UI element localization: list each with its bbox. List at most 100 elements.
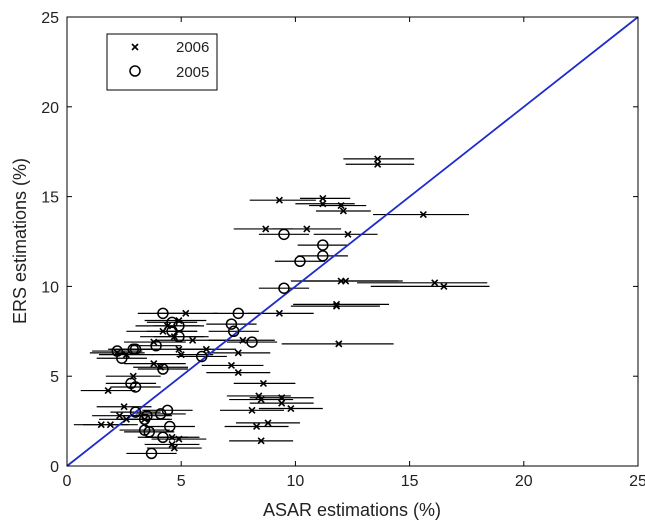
point-2005 — [232, 307, 245, 320]
point-stroke — [106, 421, 114, 429]
point-stroke — [278, 394, 286, 402]
point-stroke — [342, 277, 350, 285]
point-stroke — [262, 225, 270, 233]
point-2006 — [275, 309, 283, 317]
x-tick-label: 5 — [177, 473, 186, 490]
reference-line-1to1 — [66, 16, 639, 467]
point-2006 — [332, 300, 341, 308]
point-stroke — [168, 433, 176, 441]
point-2005 — [278, 228, 290, 241]
point-2006 — [257, 437, 265, 445]
point-stroke — [239, 336, 247, 344]
x-tick-label: 15 — [401, 473, 419, 490]
point-stroke — [419, 210, 427, 219]
point-stroke — [257, 437, 265, 445]
point-stroke — [159, 327, 167, 335]
x-axis-label: ASAR estimations (%) — [263, 500, 441, 520]
point-stroke — [374, 160, 382, 168]
point-2006 — [97, 421, 105, 429]
x-tick-label: 25 — [629, 473, 645, 490]
point-2006 — [248, 406, 256, 414]
point-2006 — [189, 336, 197, 344]
point-2005 — [157, 363, 169, 375]
x-tick-label: 20 — [515, 473, 533, 490]
point-2006 — [342, 277, 350, 285]
point-2005 — [173, 330, 185, 343]
point-2006 — [332, 302, 341, 310]
point-2005 — [138, 413, 151, 426]
point-stroke — [182, 309, 190, 317]
point-stroke — [234, 369, 242, 377]
point-2006 — [278, 399, 286, 407]
point-2005 — [161, 404, 174, 417]
point-2005 — [157, 431, 169, 444]
point-2006 — [374, 155, 382, 163]
point-stroke — [275, 196, 283, 204]
point-2006 — [159, 327, 167, 335]
point-stroke — [264, 419, 272, 427]
point-stroke — [168, 440, 176, 449]
point-2006 — [182, 309, 190, 317]
point-stroke — [332, 300, 341, 308]
point-stroke — [332, 302, 341, 310]
point-stroke — [253, 422, 261, 431]
point-2005 — [317, 250, 329, 262]
point-2005 — [294, 255, 306, 268]
point-2006 — [175, 345, 183, 353]
point-stroke — [255, 392, 263, 400]
point-stroke — [170, 444, 178, 452]
point-2006 — [120, 403, 128, 411]
point-2006 — [168, 433, 176, 441]
point-2005 — [129, 406, 142, 418]
point-2006 — [115, 412, 124, 420]
legend-marker-2006 — [131, 43, 139, 51]
point-2006 — [278, 394, 286, 402]
point-2006 — [319, 200, 327, 208]
point-stroke — [248, 406, 256, 414]
point-2005 — [166, 316, 178, 329]
point-2006 — [419, 210, 427, 219]
point-stroke — [287, 404, 295, 413]
point-stroke — [440, 282, 448, 290]
point-2006 — [440, 282, 448, 290]
point-2005 — [225, 318, 238, 330]
point-2006 — [168, 440, 176, 449]
point-stroke — [275, 309, 283, 317]
point-2006 — [234, 349, 242, 357]
point-2006 — [253, 422, 261, 431]
point-2006 — [234, 369, 242, 377]
point-stroke — [122, 351, 130, 359]
legend-label-2005: 2005 — [176, 64, 209, 81]
legend: 2006 2005 — [106, 33, 218, 91]
point-2006 — [170, 444, 178, 452]
point-stroke — [431, 279, 439, 287]
y-tick-label: 20 — [41, 100, 59, 117]
point-stroke — [122, 415, 130, 423]
point-2005 — [154, 408, 167, 420]
point-stroke — [202, 345, 210, 353]
point-2005 — [116, 352, 128, 364]
point-stroke — [259, 379, 267, 387]
point-2006 — [339, 207, 347, 215]
point-2006 — [319, 194, 327, 202]
point-2005 — [278, 282, 290, 294]
point-2005 — [196, 350, 208, 363]
point-2006 — [287, 404, 295, 413]
point-stroke — [337, 202, 345, 210]
point-2005 — [246, 336, 258, 348]
y-tick-label: 0 — [50, 459, 59, 476]
point-2006 — [264, 419, 272, 427]
point-2006 — [255, 392, 263, 400]
plot-frame — [66, 16, 639, 467]
point-2006 — [262, 225, 270, 233]
x-tick-label: 10 — [287, 473, 305, 490]
point-2006 — [257, 395, 265, 404]
point-2006 — [337, 202, 345, 210]
point-2005 — [164, 420, 176, 433]
point-2006 — [122, 415, 130, 423]
y-tick-label: 25 — [41, 10, 59, 27]
point-2006 — [374, 160, 382, 168]
y-tick-label: 10 — [41, 279, 59, 296]
point-2006 — [239, 336, 247, 344]
point-2006 — [150, 360, 158, 368]
